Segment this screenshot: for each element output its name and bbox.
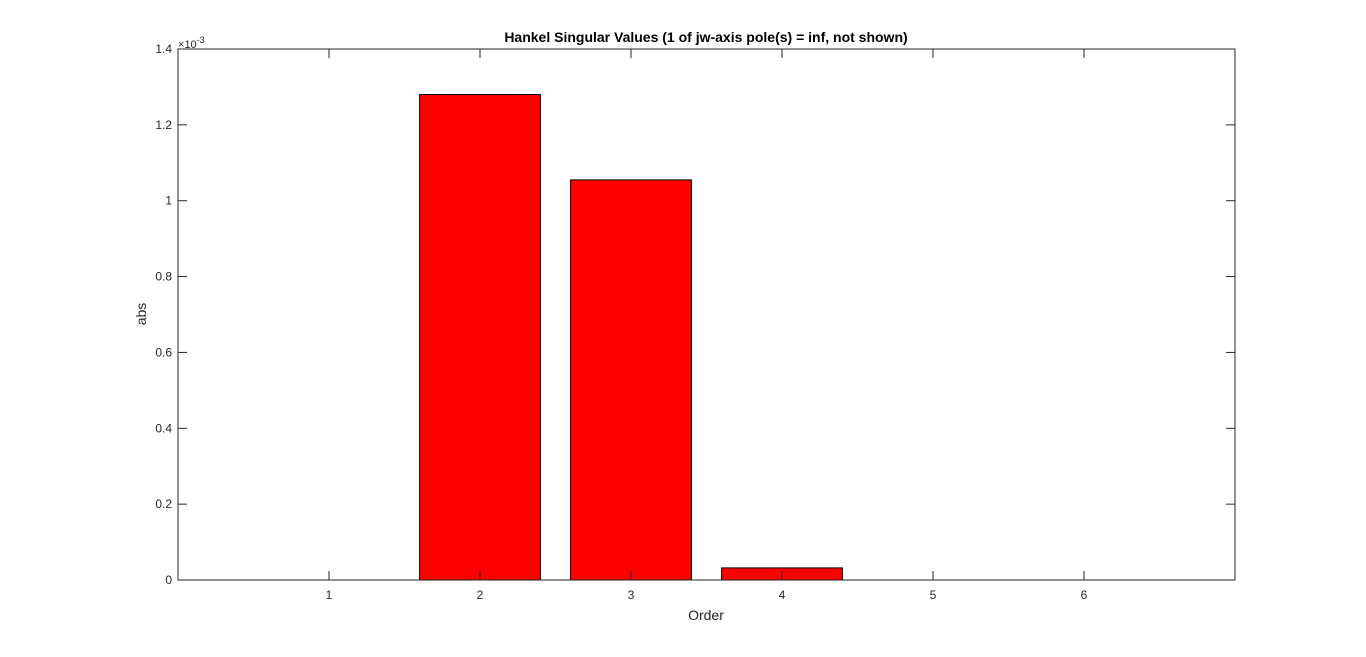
- x-tick-label: 2: [477, 588, 484, 602]
- svg-text:×10-3: ×10-3: [178, 35, 205, 51]
- y-tick-label: 0.8: [155, 270, 172, 284]
- y-tick-label: 0.4: [155, 421, 172, 435]
- x-tick-label: 5: [930, 588, 937, 602]
- y-tick-label: 0.6: [155, 345, 172, 359]
- axes-box: [177, 48, 1236, 581]
- chart-title: Hankel Singular Values (1 of jw-axis pol…: [504, 29, 907, 45]
- bar-order-3: [570, 179, 692, 581]
- y-axis-exponent: ×10-3: [178, 35, 205, 51]
- y-tick-label: 1.2: [155, 118, 172, 132]
- x-axis-label: Order: [688, 607, 724, 623]
- x-tick-label: 1: [326, 588, 333, 602]
- y-tick-label: 1: [165, 194, 172, 208]
- axes-layer: [177, 48, 1236, 581]
- y-exponent-base: 10: [184, 39, 196, 51]
- ticks-layer: 1 2 3 4 5 6 0 0.2 0.4 0.6 0.8 1 1.2 1.4: [155, 42, 1235, 602]
- x-tick-label: 3: [628, 588, 635, 602]
- bars-layer: [419, 94, 843, 581]
- x-tick-label: 4: [779, 588, 786, 602]
- x-tick-label: 6: [1081, 588, 1088, 602]
- y-exponent-power: -3: [197, 35, 205, 45]
- y-tick-label: 0.2: [155, 497, 172, 511]
- y-exponent-times: ×: [178, 39, 184, 51]
- bar-order-2: [419, 94, 541, 581]
- y-tick-label: 1.4: [155, 42, 172, 56]
- y-axis-label: abs: [133, 303, 149, 326]
- y-tick-label: 0: [165, 573, 172, 587]
